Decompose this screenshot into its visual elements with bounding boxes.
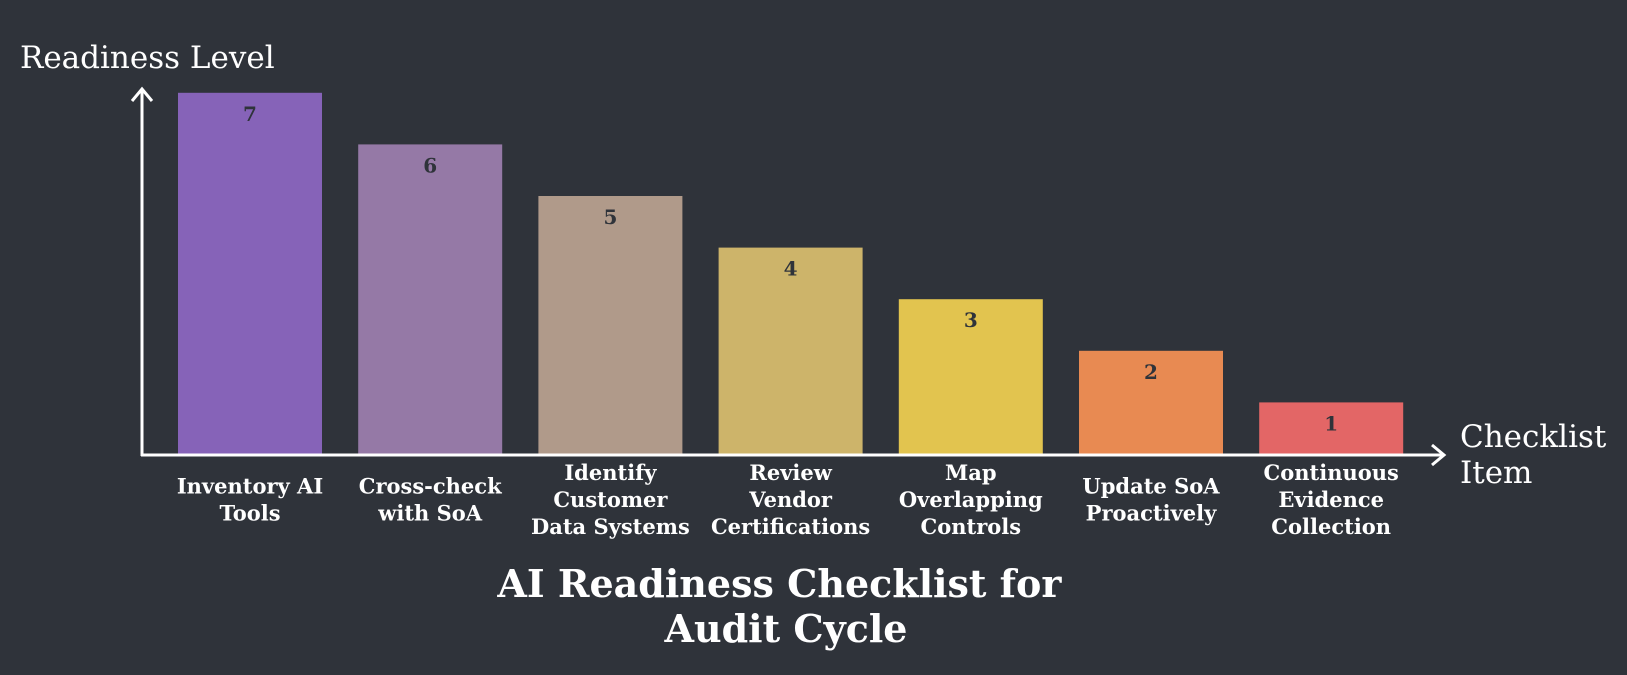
data-label-7: 1	[1324, 411, 1338, 435]
x-axis-label-line-2: Item	[1460, 455, 1532, 491]
chart-title-line-1: AI Readiness Checklist for	[496, 561, 1062, 606]
bar-5	[898, 299, 1043, 454]
x-tick-label-7-line-1: Continuous	[1264, 460, 1399, 485]
x-tick-label-7-line-3: Collection	[1271, 514, 1391, 539]
x-tick-label-6-line-1: Update SoA	[1082, 474, 1220, 499]
x-axis-label: Checklist Item	[1460, 419, 1616, 491]
x-tick-label-1-line-2: Tools	[219, 501, 280, 526]
x-tick-label-5-line-3: Controls	[921, 514, 1022, 539]
x-tick-label-3: Identify Customer Data Systems	[531, 460, 690, 539]
axes-layer	[130, 86, 1447, 467]
x-tick-label-4-line-1: Review	[749, 460, 832, 485]
data-label-6: 2	[1144, 360, 1158, 384]
chart-title-line-2: Audit Cycle	[664, 606, 908, 651]
x-tick-label-5: Map Overlapping Controls	[899, 460, 1043, 539]
x-tick-label-7: Continuous Evidence Collection	[1264, 460, 1399, 539]
x-tick-label-6-line-2: Proactively	[1086, 501, 1217, 526]
bar-4	[718, 247, 863, 454]
x-tick-label-3-line-3: Data Systems	[531, 514, 690, 539]
x-tick-label-2: Cross-check with SoA	[359, 474, 502, 526]
y-axis-arrowhead	[130, 86, 154, 102]
data-label-4: 4	[784, 257, 798, 281]
data-label-5: 3	[964, 308, 978, 332]
y-axis-label: Readiness Level	[20, 40, 275, 76]
x-tick-label-7-line-2: Evidence	[1278, 487, 1384, 512]
x-tick-label-4: Review Vendor Certifications	[711, 460, 870, 539]
labels-layer: Readiness Level Checklist Item AI Readin…	[20, 40, 1616, 651]
x-tick-label-2-line-2: with SoA	[377, 501, 483, 526]
bar-6	[1079, 350, 1223, 454]
x-tick-label-1: Inventory AI Tools	[177, 474, 323, 526]
x-tick-label-4-line-3: Certifications	[711, 514, 870, 539]
data-label-1: 7	[243, 102, 257, 126]
x-tick-label-4-line-2: Vendor	[748, 487, 833, 512]
bar-3	[538, 196, 683, 454]
x-tick-label-6: Update SoA Proactively	[1082, 474, 1220, 526]
x-tick-label-2-line-1: Cross-check	[359, 474, 502, 499]
x-tick-label-5-line-2: Overlapping	[899, 487, 1043, 512]
x-tick-label-3-line-2: Customer	[553, 487, 668, 512]
bar-2	[358, 144, 503, 454]
x-tick-label-5-line-1: Map	[945, 460, 997, 485]
chart-title: AI Readiness Checklist for Audit Cycle	[496, 561, 1074, 651]
bar-7	[1259, 402, 1404, 454]
bars-layer: 7 Inventory AI Tools 6 Cross-check with SoA 5 I…	[177, 92, 1404, 539]
x-tick-label-1-line-1: Inventory AI	[177, 474, 323, 499]
data-label-3: 5	[603, 205, 617, 229]
x-tick-label-3-line-1: Identify	[564, 460, 657, 485]
data-label-2: 6	[423, 153, 437, 177]
bar-1	[178, 92, 322, 455]
x-axis-label-line-1: Checklist	[1460, 419, 1607, 455]
x-axis-arrowhead	[1431, 443, 1447, 467]
